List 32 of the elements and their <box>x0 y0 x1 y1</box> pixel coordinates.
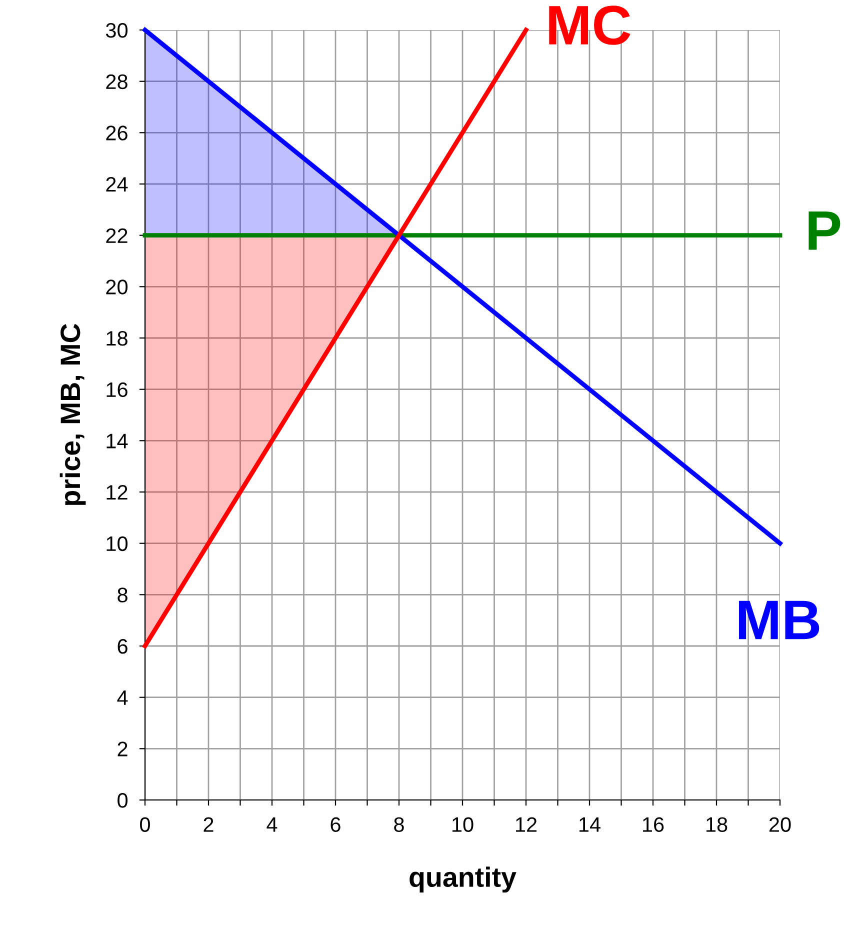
y-tick-label: 4 <box>117 690 128 705</box>
x-tick-label: 20 <box>769 817 791 832</box>
y-tick-label: 14 <box>106 434 128 448</box>
x-tick-label: 4 <box>266 817 278 832</box>
series-label: MB <box>738 600 820 640</box>
x-tick-label: 0 <box>140 817 150 832</box>
x-tick-label: 14 <box>580 817 600 832</box>
y-tick-label: 20 <box>106 280 128 294</box>
y-tick-label: 22 <box>106 228 128 243</box>
x-tick-label: 8 <box>394 817 404 832</box>
x-tick-label: 6 <box>330 817 340 832</box>
y-tick-label: 2 <box>118 742 128 756</box>
series-label: P <box>808 211 840 250</box>
y-tick-label: 30 <box>106 23 128 38</box>
series-label: MC <box>549 6 630 45</box>
x-tick-label: 2 <box>204 817 214 832</box>
x-tick-label: 16 <box>643 817 664 832</box>
y-tick-label: 10 <box>106 536 128 552</box>
y-tick-label: 6 <box>118 639 128 654</box>
x-axis-title: quantity <box>410 866 516 893</box>
y-tick-label: 28 <box>106 74 128 90</box>
x-tick-label: 18 <box>706 817 728 832</box>
y-tick-label: 0 <box>118 793 128 808</box>
y-axis-title: price, MB, MC <box>60 324 86 505</box>
y-tick-label: 16 <box>106 382 128 398</box>
y-tick-label: 12 <box>106 485 128 500</box>
x-tick-label: 10 <box>452 817 474 832</box>
x-tick-label: 12 <box>516 817 537 832</box>
y-tick-label: 18 <box>106 331 128 346</box>
y-tick-label: 8 <box>118 588 128 602</box>
y-tick-label: 26 <box>106 126 128 140</box>
y-tick-label: 24 <box>106 177 128 192</box>
